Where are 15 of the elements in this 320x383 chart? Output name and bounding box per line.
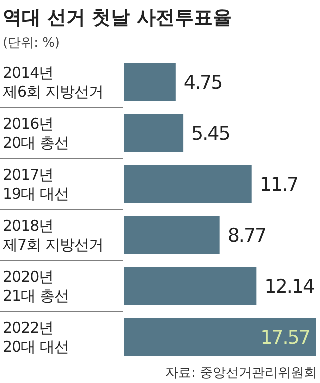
y-tick-label: 2022년 20대 대선 [3, 319, 69, 356]
y-tick-label: 2020년 21대 총선 [3, 268, 69, 305]
chart-subtitle: (단위: %) [3, 36, 60, 51]
y-tick-label: 2016년 20대 총선 [3, 115, 69, 152]
data-label: 5.45 [192, 123, 230, 145]
data-label: 17.57 [260, 327, 310, 349]
data-label: 8.77 [228, 225, 266, 247]
data-label: 12.14 [264, 276, 315, 298]
data-label: 11.7 [260, 174, 298, 196]
y-tick-label: 2018년 제7회 지방선거 [3, 217, 104, 254]
text: 자료: 중앙선거관리위원회 [165, 366, 317, 381]
y-tick-label: 2017년 19대 대선 [3, 166, 69, 203]
data-label: 4.75 [184, 72, 222, 94]
chart-title: 역대 선거 첫날 사전투표율 [3, 7, 232, 29]
y-tick-label: 2014년 제6회 지방선거 [3, 64, 104, 101]
